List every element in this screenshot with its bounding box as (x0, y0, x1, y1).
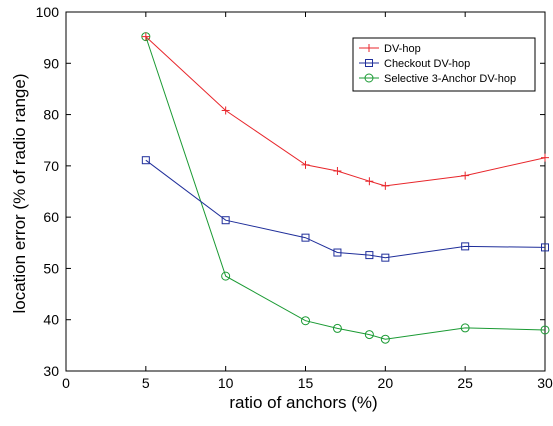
data-point (381, 253, 390, 262)
series-group (141, 32, 550, 344)
data-point (221, 216, 230, 225)
legend-marker (364, 73, 374, 83)
legend-label: Checkout DV-hop (384, 58, 470, 70)
legend-box (352, 37, 536, 92)
data-point (221, 106, 230, 115)
y-tick-label: 90 (43, 55, 59, 71)
legend-item: Selective 3-Anchor DV-hop (359, 73, 516, 85)
legend-marker (365, 44, 373, 52)
axes: 0 5 10 15 20 25 30 30 40 50 60 70 80 90 100 ratio of an… (10, 4, 553, 412)
legend-marker (365, 59, 373, 67)
x-tick-label: 30 (537, 375, 553, 391)
data-point (141, 32, 150, 41)
x-axis-label: ratio of anchors (%) (229, 393, 377, 412)
x-tick-label: 10 (218, 375, 234, 391)
data-point (461, 171, 470, 180)
y-axis-label: location error (% of radio range) (10, 73, 29, 313)
legend-item: Checkout DV-hop (359, 58, 470, 70)
data-point (461, 242, 470, 251)
y-tick-label: 50 (43, 260, 59, 276)
legend: DV-hop Checkout DV-hop Selective 3-Anchor … (352, 37, 536, 92)
y-tick-label: 40 (43, 312, 59, 328)
data-point (301, 233, 310, 242)
x-tick-label: 0 (62, 375, 70, 391)
data-point (540, 325, 550, 335)
x-tick-label: 25 (457, 375, 473, 391)
x-tick-label: 20 (378, 375, 394, 391)
legend-label: DV-hop (384, 43, 421, 55)
y-tick-label: 80 (43, 107, 59, 123)
y-tick-label: 60 (43, 209, 59, 225)
x-tick-label: 5 (142, 375, 150, 391)
series-line (145, 36, 546, 340)
data-point (332, 323, 342, 333)
data-point (460, 323, 470, 333)
y-tick-label: 100 (36, 4, 60, 20)
series-selective-3-anchor-dv-hop (141, 32, 550, 344)
data-point (380, 334, 390, 344)
series-dv-hop (141, 32, 549, 190)
data-point (221, 271, 231, 281)
data-point (141, 156, 150, 165)
data-point (365, 251, 374, 260)
y-tick-label: 30 (43, 363, 59, 379)
data-point (301, 316, 310, 326)
data-point (541, 243, 549, 252)
series-checkout-dv-hop (141, 156, 549, 262)
legend-label: Selective 3-Anchor DV-hop (384, 73, 516, 85)
data-point (333, 166, 342, 175)
data-point (541, 153, 549, 162)
x-tick-label: 15 (298, 375, 314, 391)
data-point (301, 160, 310, 169)
y-tick-label: 70 (43, 158, 59, 174)
legend-item: DV-hop (359, 43, 421, 55)
series-line (145, 159, 546, 259)
data-point (364, 330, 374, 340)
series-line (145, 36, 546, 187)
data-point (365, 177, 374, 186)
data-point (333, 248, 342, 257)
data-point (381, 181, 390, 190)
